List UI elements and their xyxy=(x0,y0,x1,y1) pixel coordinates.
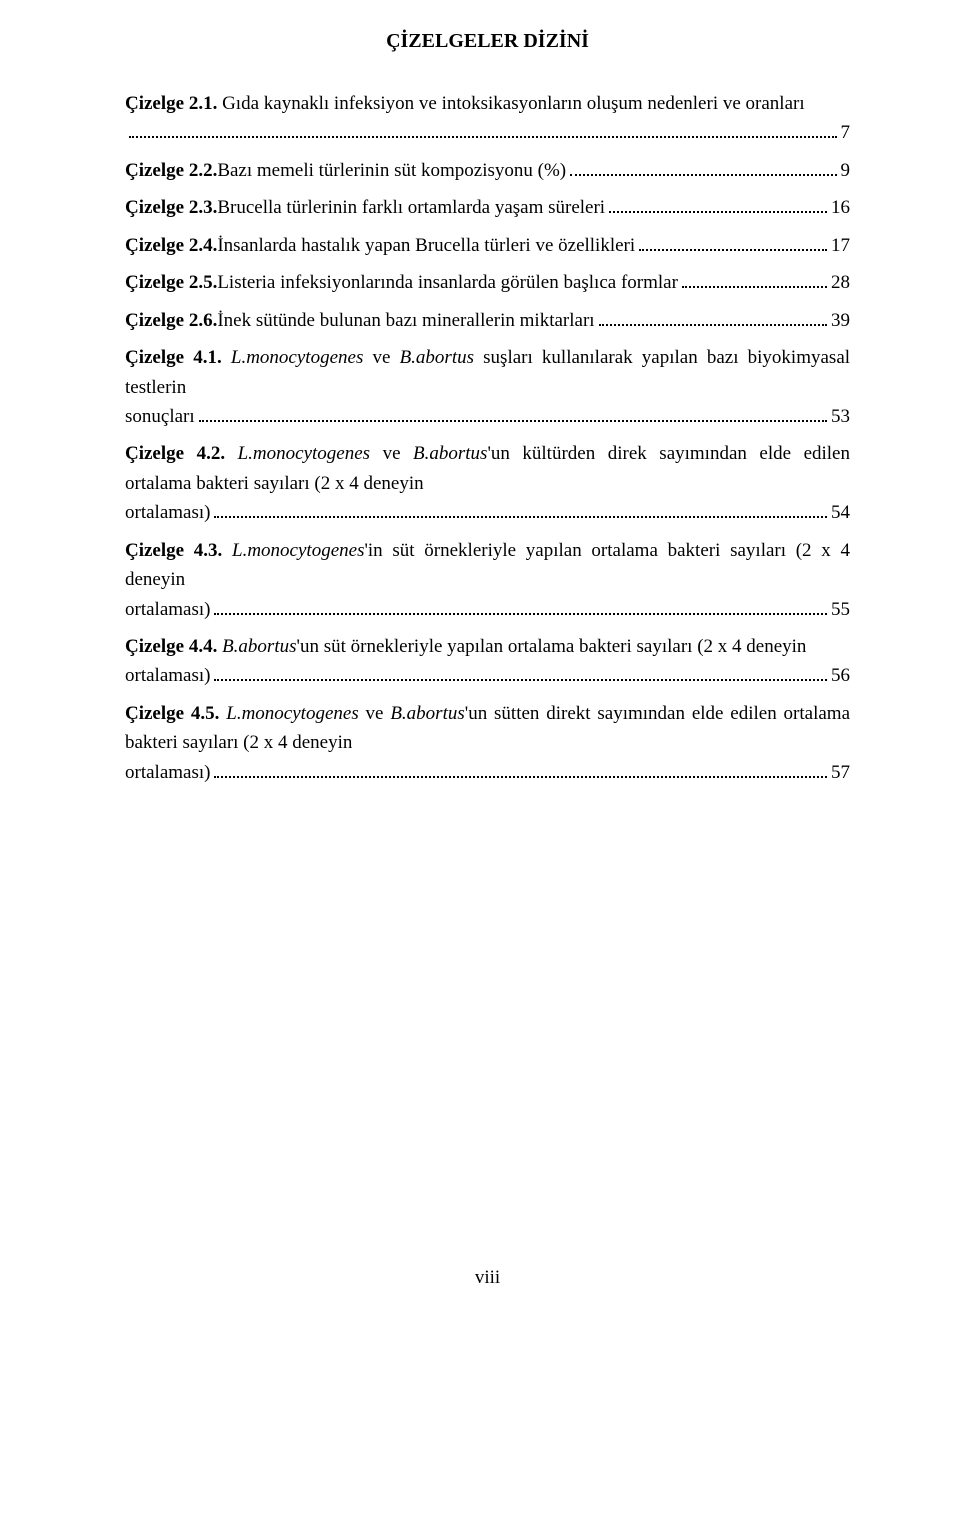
leader-dots xyxy=(214,763,827,778)
leader-dots xyxy=(199,407,827,422)
toc-entry-page: 7 xyxy=(841,118,851,147)
toc-entry-label: Çizelge 4.1. xyxy=(125,347,222,368)
toc-entry: Çizelge 2.2. Bazı memeli türlerinin süt … xyxy=(125,156,850,185)
toc-entry-leader-line: ortalaması) 56 xyxy=(125,661,850,690)
toc-entry-body: Çizelge 4.4. B.abortus'un süt örnekleriy… xyxy=(125,636,806,657)
toc-entry-page: 54 xyxy=(831,498,850,527)
species-name: B.abortus xyxy=(400,347,474,368)
toc-entry-label: Çizelge 4.4. xyxy=(125,636,217,657)
toc-entry: Çizelge 2.5. Listeria infeksiyonlarında … xyxy=(125,268,850,297)
toc-entry-tail: Listeria infeksiyonlarında insanlarda gö… xyxy=(217,268,678,297)
toc-entry-tail: ortalaması) xyxy=(125,758,210,787)
toc-list: Çizelge 2.1. Gıda kaynaklı infeksiyon ve… xyxy=(125,89,850,787)
toc-entry-leader-line: 7 xyxy=(125,118,850,147)
toc-entry-page: 39 xyxy=(831,306,850,335)
toc-entry: Çizelge 4.2. L.monocytogenes ve B.abortu… xyxy=(125,439,850,527)
toc-entry: Çizelge 4.5. L.monocytogenes ve B.abortu… xyxy=(125,699,850,787)
leader-dots xyxy=(214,666,827,681)
toc-entry-body: Çizelge 2.6. xyxy=(125,306,217,335)
toc-entry-body: Çizelge 2.2. xyxy=(125,156,217,185)
leader-dots xyxy=(214,503,827,518)
toc-entry-label: Çizelge 4.2. xyxy=(125,443,225,464)
toc-entry: Çizelge 2.4. İnsanlarda hastalık yapan B… xyxy=(125,231,850,260)
toc-entry-tail: ortalaması) xyxy=(125,595,210,624)
toc-entry-body: Çizelge 2.3. xyxy=(125,193,217,222)
toc-entry-leader-line: ortalaması) 55 xyxy=(125,595,850,624)
toc-entry-leader-line: Çizelge 2.2. Bazı memeli türlerinin süt … xyxy=(125,156,850,185)
leader-dots xyxy=(129,123,837,138)
toc-entry-tail: sonuçları xyxy=(125,402,195,431)
toc-entry: Çizelge 4.4. B.abortus'un süt örnekleriy… xyxy=(125,632,850,691)
toc-entry-tail: Bazı memeli türlerinin süt kompozisyonu … xyxy=(217,156,566,185)
toc-entry-leader-line: Çizelge 2.3. Brucella türlerinin farklı … xyxy=(125,193,850,222)
species-name: L.monocytogenes xyxy=(232,540,364,561)
toc-entry-label: Çizelge 4.3. xyxy=(125,540,222,561)
toc-entry-body: Çizelge 4.1. L.monocytogenes ve B.abortu… xyxy=(125,347,850,397)
leader-dots xyxy=(682,273,827,288)
toc-entry-label: Çizelge 2.2. xyxy=(125,160,217,181)
toc-entry: Çizelge 2.1. Gıda kaynaklı infeksiyon ve… xyxy=(125,89,850,148)
species-name: L.monocytogenes xyxy=(226,703,358,724)
toc-entry: Çizelge 4.1. L.monocytogenes ve B.abortu… xyxy=(125,343,850,431)
toc-entry-label: Çizelge 2.3. xyxy=(125,197,217,218)
species-name: B.abortus xyxy=(413,443,487,464)
toc-entry-tail: ortalaması) xyxy=(125,661,210,690)
toc-entry-leader-line: Çizelge 2.4. İnsanlarda hastalık yapan B… xyxy=(125,231,850,260)
toc-entry-label: Çizelge 4.5. xyxy=(125,703,219,724)
toc-entry-leader-line: Çizelge 2.5. Listeria infeksiyonlarında … xyxy=(125,268,850,297)
toc-entry-label: Çizelge 2.6. xyxy=(125,310,217,331)
toc-entry-page: 17 xyxy=(831,231,850,260)
page-title: ÇİZELGELER DİZİNİ xyxy=(125,30,850,53)
toc-entry-tail: ortalaması) xyxy=(125,498,210,527)
toc-entry-body: Çizelge 2.1. Gıda kaynaklı infeksiyon ve… xyxy=(125,93,805,114)
toc-entry-page: 16 xyxy=(831,193,850,222)
page-number-footer: viii xyxy=(125,1267,850,1289)
toc-entry-tail: Brucella türlerinin farklı ortamlarda ya… xyxy=(217,193,605,222)
toc-entry-page: 57 xyxy=(831,758,850,787)
toc-entry-leader-line: sonuçları 53 xyxy=(125,402,850,431)
toc-entry: Çizelge 2.3. Brucella türlerinin farklı … xyxy=(125,193,850,222)
toc-entry-page: 9 xyxy=(841,156,851,185)
leader-dots xyxy=(214,599,827,614)
toc-entry-tail: İnek sütünde bulunan bazı minerallerin m… xyxy=(217,306,594,335)
toc-entry-page: 56 xyxy=(831,661,850,690)
toc-entry-body: Çizelge 4.5. L.monocytogenes ve B.abortu… xyxy=(125,703,850,753)
species-name: L.monocytogenes xyxy=(238,443,370,464)
toc-entry-body: Çizelge 2.4. xyxy=(125,231,217,260)
toc-entry-leader-line: ortalaması) 57 xyxy=(125,758,850,787)
toc-entry: Çizelge 2.6. İnek sütünde bulunan bazı m… xyxy=(125,306,850,335)
leader-dots xyxy=(609,198,827,213)
toc-entry-page: 55 xyxy=(831,595,850,624)
leader-dots xyxy=(599,310,827,325)
toc-entry-label: Çizelge 2.4. xyxy=(125,235,217,256)
species-name: L.monocytogenes xyxy=(231,347,363,368)
toc-entry-label: Çizelge 2.1. xyxy=(125,93,217,114)
leader-dots xyxy=(639,236,827,251)
species-name: B.abortus xyxy=(222,636,296,657)
toc-entry-body: Çizelge 4.3. L.monocytogenes'in süt örne… xyxy=(125,540,850,590)
toc-entry-tail: İnsanlarda hastalık yapan Brucella türle… xyxy=(217,231,635,260)
toc-entry: Çizelge 4.3. L.monocytogenes'in süt örne… xyxy=(125,536,850,624)
leader-dots xyxy=(570,161,836,176)
toc-entry-leader-line: Çizelge 2.6. İnek sütünde bulunan bazı m… xyxy=(125,306,850,335)
toc-entry-leader-line: ortalaması) 54 xyxy=(125,498,850,527)
species-name: B.abortus xyxy=(390,703,464,724)
toc-entry-body: Çizelge 2.5. xyxy=(125,268,217,297)
toc-entry-page: 53 xyxy=(831,402,850,431)
toc-entry-label: Çizelge 2.5. xyxy=(125,272,217,293)
toc-entry-body: Çizelge 4.2. L.monocytogenes ve B.abortu… xyxy=(125,443,850,493)
toc-entry-page: 28 xyxy=(831,268,850,297)
